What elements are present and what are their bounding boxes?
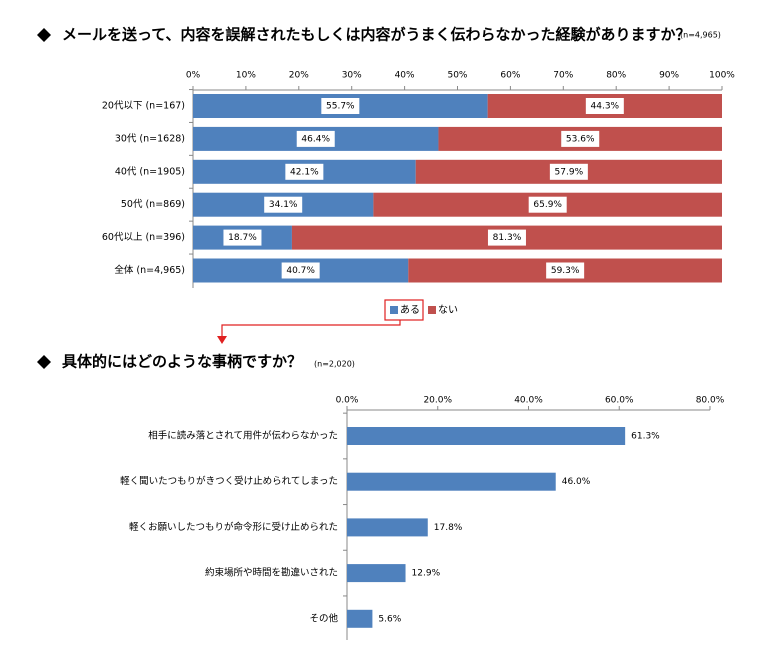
label-box <box>528 196 567 213</box>
category-label: 軽く聞いたつもりがきつく受け止められてしまった <box>120 475 338 487</box>
bar <box>347 564 406 583</box>
bar <box>347 518 428 537</box>
label-box <box>296 130 335 147</box>
arrow <box>221 320 401 338</box>
value-label: 44.3% <box>591 102 620 112</box>
value-label: 55.7% <box>326 102 355 112</box>
category-label: 約束場所や時間を勘違いされた <box>205 567 338 579</box>
chart-subtitle: (n=2,020) <box>314 360 355 369</box>
x-tick-label: 100% <box>709 71 735 81</box>
value-label: 46.0% <box>562 477 591 487</box>
x-tick-label: 70% <box>553 71 573 81</box>
value-label: 61.3% <box>631 432 660 442</box>
category-label: 30代 (n=1628) <box>115 133 185 144</box>
label-box <box>321 98 360 114</box>
category-label: 20代以下 (n=167) <box>102 101 185 112</box>
value-label: 17.8% <box>434 523 463 533</box>
value-label: 34.1% <box>269 200 298 210</box>
category-label: 軽くお願いしたつもりが命令形に受け止められた <box>129 521 338 533</box>
x-tick-label: 80.0% <box>696 396 725 406</box>
x-tick-label: 20% <box>289 71 309 81</box>
label-box <box>281 262 320 279</box>
value-label: 12.9% <box>412 569 441 579</box>
category-label: 60代以上 (n=396) <box>102 232 185 243</box>
category-label: 40代 (n=1905) <box>115 166 185 177</box>
category-label: 50代 (n=869) <box>121 199 185 210</box>
value-label: 59.3% <box>551 266 580 276</box>
highlight-box <box>384 299 424 321</box>
chart-subtitle: (n=4,965) <box>680 31 721 40</box>
x-tick-label: 10% <box>236 71 256 81</box>
x-tick-label: 20.0% <box>423 396 452 406</box>
x-tick-label: 60% <box>500 71 520 81</box>
x-tick-label: 0% <box>186 71 201 81</box>
category-label: 全体 (n=4,965) <box>114 264 185 276</box>
x-tick-label: 80% <box>606 71 626 81</box>
label-box <box>549 163 588 180</box>
x-tick-label: 90% <box>659 71 679 81</box>
label-box <box>264 196 303 213</box>
legend-swatch <box>390 306 398 314</box>
x-tick-label: 30% <box>342 71 362 81</box>
value-label: 5.6% <box>378 614 401 624</box>
category-label: 相手に読み落とされて用件が伝わらなかった <box>148 430 338 442</box>
value-label: 46.4% <box>301 134 330 144</box>
value-label: 65.9% <box>533 200 562 210</box>
value-label: 81.3% <box>493 233 522 243</box>
value-label: 18.7% <box>228 233 257 243</box>
label-box <box>285 163 324 180</box>
x-tick-label: 50% <box>447 71 467 81</box>
label-box <box>546 262 585 279</box>
x-tick-label: 0.0% <box>336 396 359 406</box>
bar <box>347 427 626 445</box>
value-label: 40.7% <box>286 266 315 276</box>
label-box <box>561 130 600 147</box>
legend-label: ない <box>438 304 458 316</box>
legend-swatch <box>428 306 436 314</box>
value-label: 57.9% <box>555 167 584 177</box>
label-box <box>585 98 624 114</box>
label-box <box>223 229 262 246</box>
label-box <box>487 229 526 246</box>
bullet-diamond <box>37 355 51 369</box>
value-label: 42.1% <box>290 167 319 177</box>
chart-title: 具体的にはどのような事柄ですか？ <box>62 353 302 371</box>
legend-label: ある <box>400 304 420 316</box>
x-tick-label: 40% <box>395 71 415 81</box>
chart-title: メールを送って、内容を誤解されたもしくは内容がうまく伝わらなかった経験があります… <box>62 26 691 44</box>
arrow-head <box>217 336 227 344</box>
bar <box>347 472 556 491</box>
category-label: その他 <box>309 612 338 624</box>
x-tick-label: 60.0% <box>605 396 634 406</box>
bar <box>347 609 373 628</box>
value-label: 53.6% <box>566 134 595 144</box>
bullet-diamond <box>37 28 51 42</box>
x-tick-label: 40.0% <box>514 396 543 406</box>
